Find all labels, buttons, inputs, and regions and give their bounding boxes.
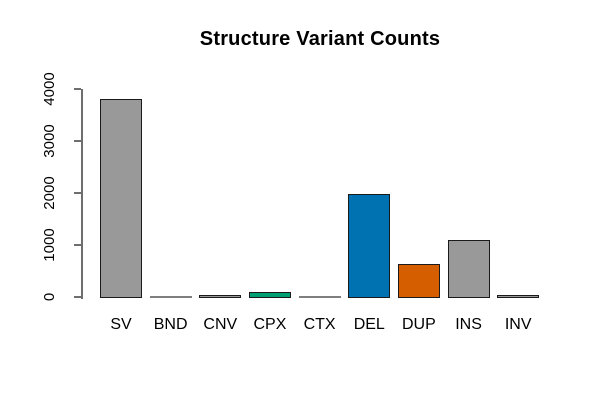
bar-dup	[397, 263, 440, 298]
bar-ins	[447, 239, 490, 298]
bar-ctx	[298, 295, 341, 298]
bar-sv	[100, 98, 142, 298]
y-tick-label: 3000	[41, 123, 58, 158]
x-axis-label-cnv: CNV	[203, 316, 238, 333]
x-axis-label-dup: DUP	[402, 316, 436, 333]
y-tick	[73, 87, 81, 90]
bar-del	[348, 194, 391, 298]
x-axis-label-del: DEL	[353, 316, 385, 333]
x-axis-label-bnd: BND	[153, 316, 188, 333]
y-tick-label: 0	[41, 292, 58, 301]
bar-bnd	[149, 295, 192, 298]
x-axis-label-cpx: CPX	[253, 316, 287, 333]
y-tick-label: 4000	[41, 71, 58, 106]
chart-title: Structure Variant Counts	[199, 28, 441, 50]
bar-inv	[497, 294, 540, 298]
y-tick-label: 1000	[41, 227, 58, 262]
y-axis-line	[80, 88, 83, 299]
bar-cpx	[248, 291, 291, 298]
x-axis-label-ins: INS	[455, 316, 482, 333]
bar-cnv	[199, 294, 242, 298]
x-axis-label-inv: INV	[504, 316, 532, 333]
y-tick	[73, 295, 81, 298]
y-tick	[73, 243, 81, 246]
y-tick	[73, 191, 81, 194]
x-axis-label-ctx: CTX	[303, 316, 336, 333]
y-tick-label: 2000	[41, 175, 58, 210]
x-axis-label-sv: SV	[110, 316, 132, 333]
y-tick	[73, 139, 81, 142]
